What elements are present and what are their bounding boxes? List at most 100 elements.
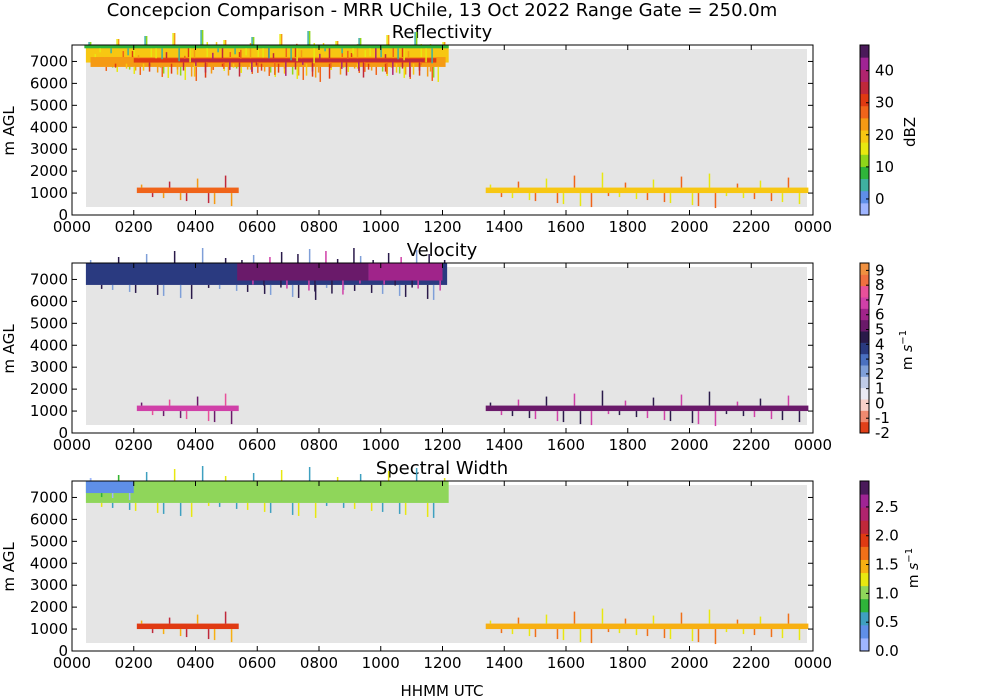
echo-streak xyxy=(246,284,249,292)
x-tick-label: 2200 xyxy=(732,654,770,672)
echo-streak xyxy=(230,193,233,207)
echo-streak xyxy=(336,477,339,481)
echo-streak xyxy=(145,36,148,45)
echo-streak xyxy=(134,502,137,511)
panel-reflectivity: Reflectivity m AGL 0000 0200 0400 0600 0800 1… xyxy=(0,22,919,236)
x-axis-label: HHMM UTC xyxy=(401,682,484,700)
echo-streak xyxy=(229,61,231,70)
x-tick-label: 2000 xyxy=(670,654,708,672)
colorbar-segment xyxy=(860,376,869,389)
echo-streak xyxy=(190,284,193,299)
echo-streak xyxy=(404,502,407,515)
echo-streak xyxy=(341,61,343,69)
echo-streak xyxy=(336,259,339,263)
colorbar-segment xyxy=(860,57,869,70)
y-tick-label: 7000 xyxy=(30,488,68,506)
echo-streak xyxy=(116,39,118,45)
echo-streak xyxy=(296,66,299,79)
echo-streak xyxy=(429,44,432,58)
echo-streak xyxy=(652,179,655,188)
echo-streak xyxy=(330,61,332,68)
echo-streak xyxy=(618,411,621,416)
echo-streak xyxy=(708,391,711,406)
echo-streak xyxy=(195,66,198,81)
echo-streak xyxy=(260,63,263,71)
echo-streak xyxy=(297,254,299,263)
colorbar-segment xyxy=(860,45,869,58)
echo-streak xyxy=(753,629,756,636)
colorbar-segment xyxy=(860,308,869,321)
echo-streak xyxy=(624,400,627,406)
echo-streak xyxy=(736,619,739,624)
x-tick-label: 1800 xyxy=(609,218,647,236)
echo-streak xyxy=(573,175,576,188)
colorbar-segment xyxy=(860,410,869,423)
colorbar-segment xyxy=(860,142,869,155)
panel-title-spectral-width: Spectral Width xyxy=(376,458,508,479)
plot-area-velocity: 0000 0200 0400 0600 0800 1000 1200 1400 1600 1800… xyxy=(30,248,832,454)
echo-streak xyxy=(753,193,756,200)
echo-streak xyxy=(179,284,182,298)
echo-streak xyxy=(753,411,756,418)
echo-streak xyxy=(353,502,356,509)
echo-streak xyxy=(317,62,320,73)
echo-streak xyxy=(230,629,233,643)
echo-streak xyxy=(398,62,401,74)
echo-streak xyxy=(528,411,531,419)
echo-streak xyxy=(227,62,230,76)
echo-streak xyxy=(381,284,384,294)
echo-streak xyxy=(511,629,514,635)
echo-streak xyxy=(218,502,221,507)
echo-streak xyxy=(125,63,128,69)
echo-streak xyxy=(573,393,576,406)
echo-streak xyxy=(364,50,367,58)
colorbar-tick-label: 40 xyxy=(875,62,894,80)
echo-streak xyxy=(133,66,136,74)
y-tick-label: 0 xyxy=(58,424,68,442)
colorbar-tick-label: 1.0 xyxy=(875,584,899,602)
echo-streak xyxy=(249,43,252,59)
echo-streak xyxy=(417,280,419,289)
echo-streak xyxy=(646,629,649,637)
echo-region xyxy=(136,623,239,630)
echo-streak xyxy=(269,284,272,295)
echo-streak xyxy=(362,62,365,78)
echo-streak xyxy=(635,193,638,200)
echo-streak xyxy=(307,31,309,45)
echo-streak xyxy=(324,48,326,52)
colorbar-frame xyxy=(859,480,870,652)
echo-streak xyxy=(387,35,390,45)
echo-streak xyxy=(291,62,294,75)
echo-streak xyxy=(669,629,672,640)
colorbar-tick-label: 0 xyxy=(875,394,885,412)
echo-streak xyxy=(383,280,385,285)
echo-streak xyxy=(302,66,305,80)
y-tick-label: 3000 xyxy=(30,140,68,158)
echo-region xyxy=(84,45,449,49)
echo-streak xyxy=(697,629,700,643)
echo-streak xyxy=(325,251,327,263)
y-tick-label: 1000 xyxy=(30,402,68,420)
colorbar-segment xyxy=(860,611,869,626)
echo-streak xyxy=(161,48,163,60)
x-tick-label: 0200 xyxy=(115,218,153,236)
echo-streak xyxy=(511,411,514,417)
echo-streak xyxy=(534,411,537,420)
echo-streak xyxy=(308,31,311,45)
y-tick-label: 0 xyxy=(58,206,68,224)
echo-streak xyxy=(426,502,429,517)
echo-streak xyxy=(223,61,225,69)
echo-streak xyxy=(235,502,238,509)
echo-streak xyxy=(590,629,593,644)
colorbar-segment xyxy=(860,117,869,131)
x-tick-label: 1000 xyxy=(362,654,400,672)
panel-title-reflectivity: Reflectivity xyxy=(392,22,493,43)
echo-streak xyxy=(500,411,503,416)
echo-streak xyxy=(142,63,145,71)
x-tick-label: 0000 xyxy=(794,436,832,454)
echo-streak xyxy=(397,48,399,60)
echo-streak xyxy=(151,411,154,416)
echo-streak xyxy=(232,63,235,68)
echo-region xyxy=(136,187,239,194)
echo-streak xyxy=(590,193,593,208)
